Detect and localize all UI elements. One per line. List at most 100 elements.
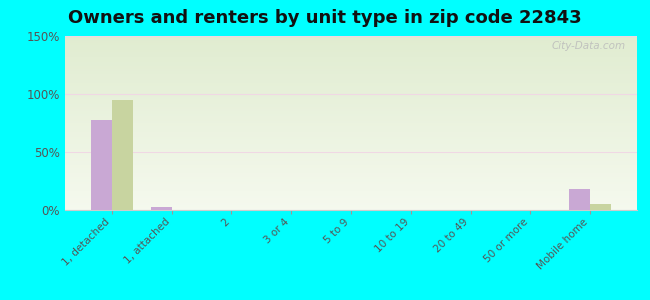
Bar bbox=[65, 146, 637, 147]
Bar bbox=[65, 142, 637, 144]
Bar bbox=[65, 170, 637, 172]
Bar bbox=[65, 48, 637, 50]
Bar bbox=[91, 119, 112, 210]
Bar bbox=[65, 57, 637, 58]
Bar bbox=[65, 41, 637, 43]
Bar bbox=[65, 151, 637, 153]
Bar bbox=[65, 86, 637, 88]
Bar bbox=[65, 36, 637, 38]
Bar bbox=[65, 134, 637, 135]
Bar bbox=[65, 139, 637, 140]
Bar bbox=[65, 128, 637, 130]
Bar bbox=[65, 149, 637, 151]
Bar bbox=[65, 40, 637, 41]
Bar bbox=[65, 182, 637, 184]
Bar bbox=[65, 62, 637, 64]
Bar bbox=[65, 118, 637, 119]
Bar bbox=[65, 99, 637, 100]
Bar bbox=[65, 127, 637, 128]
Bar bbox=[65, 177, 637, 179]
Bar bbox=[65, 85, 637, 86]
Bar bbox=[65, 114, 637, 116]
Bar bbox=[65, 125, 637, 127]
Bar bbox=[65, 73, 637, 74]
Bar bbox=[65, 205, 637, 206]
Bar bbox=[65, 175, 637, 177]
Bar bbox=[65, 196, 637, 198]
Bar bbox=[65, 76, 637, 78]
Bar bbox=[65, 38, 637, 40]
Bar bbox=[65, 83, 637, 85]
Bar bbox=[65, 200, 637, 201]
Bar bbox=[65, 46, 637, 48]
Bar bbox=[65, 165, 637, 167]
Bar bbox=[65, 116, 637, 118]
Bar bbox=[65, 191, 637, 193]
Bar bbox=[65, 74, 637, 76]
Bar bbox=[65, 140, 637, 142]
Bar bbox=[65, 69, 637, 71]
Bar bbox=[65, 78, 637, 80]
Text: City-Data.com: City-Data.com bbox=[551, 41, 625, 51]
Bar bbox=[65, 161, 637, 163]
Bar bbox=[65, 112, 637, 114]
Bar bbox=[65, 58, 637, 60]
Bar bbox=[65, 167, 637, 168]
Bar bbox=[65, 45, 637, 46]
Bar bbox=[65, 193, 637, 194]
Bar bbox=[65, 106, 637, 107]
Bar bbox=[65, 137, 637, 139]
Bar bbox=[65, 208, 637, 210]
Bar bbox=[65, 67, 637, 69]
Bar bbox=[65, 66, 637, 67]
Bar bbox=[65, 186, 637, 188]
Bar bbox=[65, 203, 637, 205]
Bar bbox=[65, 50, 637, 52]
Bar bbox=[65, 194, 637, 196]
Bar bbox=[65, 168, 637, 170]
Bar bbox=[65, 88, 637, 90]
Bar bbox=[65, 92, 637, 93]
Bar bbox=[65, 180, 637, 182]
Bar bbox=[65, 53, 637, 55]
Bar bbox=[65, 102, 637, 104]
Bar bbox=[65, 111, 637, 112]
Bar bbox=[65, 81, 637, 83]
Bar bbox=[65, 93, 637, 95]
Bar bbox=[65, 163, 637, 165]
Bar bbox=[65, 184, 637, 186]
Bar bbox=[65, 43, 637, 45]
Text: Owners and renters by unit type in zip code 22843: Owners and renters by unit type in zip c… bbox=[68, 9, 582, 27]
Bar bbox=[65, 132, 637, 134]
Bar bbox=[65, 153, 637, 154]
Bar bbox=[65, 64, 637, 66]
Bar bbox=[112, 100, 133, 210]
Bar bbox=[65, 206, 637, 208]
Bar bbox=[65, 55, 637, 57]
Bar bbox=[65, 135, 637, 137]
Bar bbox=[65, 172, 637, 173]
Bar bbox=[590, 204, 611, 210]
Bar bbox=[65, 95, 637, 97]
Bar bbox=[65, 189, 637, 191]
Bar bbox=[65, 121, 637, 123]
Bar bbox=[65, 158, 637, 160]
Bar bbox=[65, 147, 637, 149]
Bar bbox=[65, 90, 637, 92]
Bar bbox=[65, 144, 637, 146]
Bar bbox=[65, 198, 637, 200]
Bar bbox=[65, 97, 637, 99]
Bar bbox=[65, 52, 637, 53]
Bar bbox=[65, 123, 637, 125]
Bar bbox=[65, 160, 637, 161]
Bar bbox=[65, 109, 637, 111]
Bar bbox=[65, 60, 637, 62]
Bar bbox=[65, 173, 637, 175]
Bar bbox=[65, 107, 637, 109]
Bar bbox=[65, 119, 637, 121]
Bar bbox=[65, 130, 637, 132]
Bar bbox=[65, 188, 637, 189]
Bar bbox=[65, 80, 637, 81]
Bar bbox=[65, 104, 637, 106]
Bar bbox=[65, 179, 637, 180]
